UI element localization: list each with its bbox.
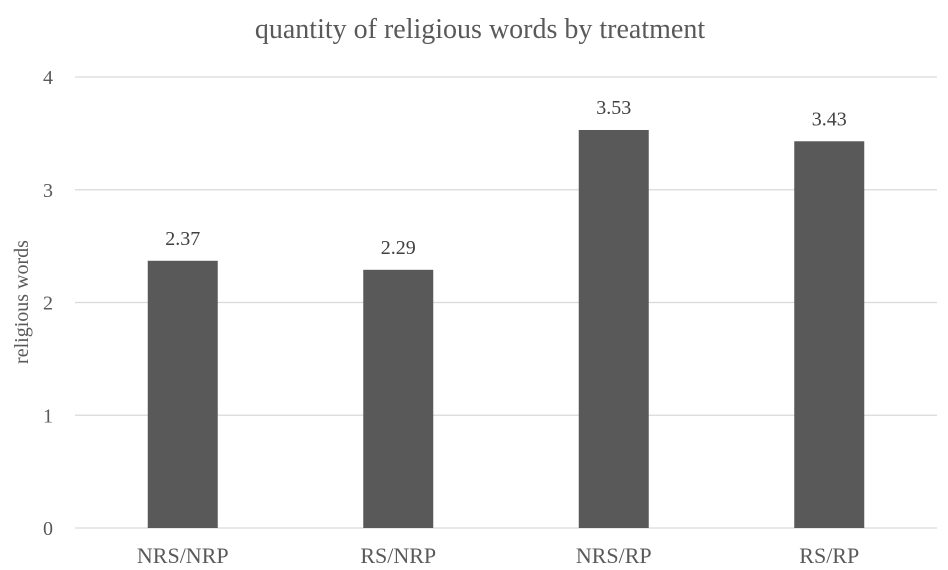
x-axis-ticks: NRS/NRP RS/NRP NRS/RP RS/RP (137, 543, 859, 568)
x-tick-label: RS/RP (799, 543, 859, 568)
y-tick-label: 3 (43, 180, 53, 202)
data-label: 2.37 (165, 228, 200, 250)
y-axis-title: religious words (11, 240, 33, 364)
gridlines (75, 76, 937, 529)
x-tick-label: RS/NRP (360, 543, 436, 568)
y-axis-ticks: 0 1 2 3 4 (43, 67, 53, 540)
y-tick-label: 1 (43, 405, 53, 427)
chart-title: quantity of religious words by treatment (255, 14, 705, 45)
bar (794, 141, 865, 528)
x-tick-label: NRS/RP (576, 543, 652, 568)
y-tick-label: 0 (43, 518, 53, 540)
bar (578, 129, 649, 528)
data-label: 3.53 (596, 97, 631, 119)
bar (363, 269, 434, 528)
y-tick-label: 4 (43, 67, 53, 89)
data-labels: 2.37 2.29 3.53 3.43 (165, 97, 847, 259)
data-label: 2.29 (381, 237, 416, 259)
bar (147, 260, 218, 528)
x-tick-label: NRS/NRP (137, 543, 229, 568)
y-tick-label: 2 (43, 293, 53, 315)
data-label: 3.43 (812, 108, 847, 130)
bars (147, 129, 865, 528)
